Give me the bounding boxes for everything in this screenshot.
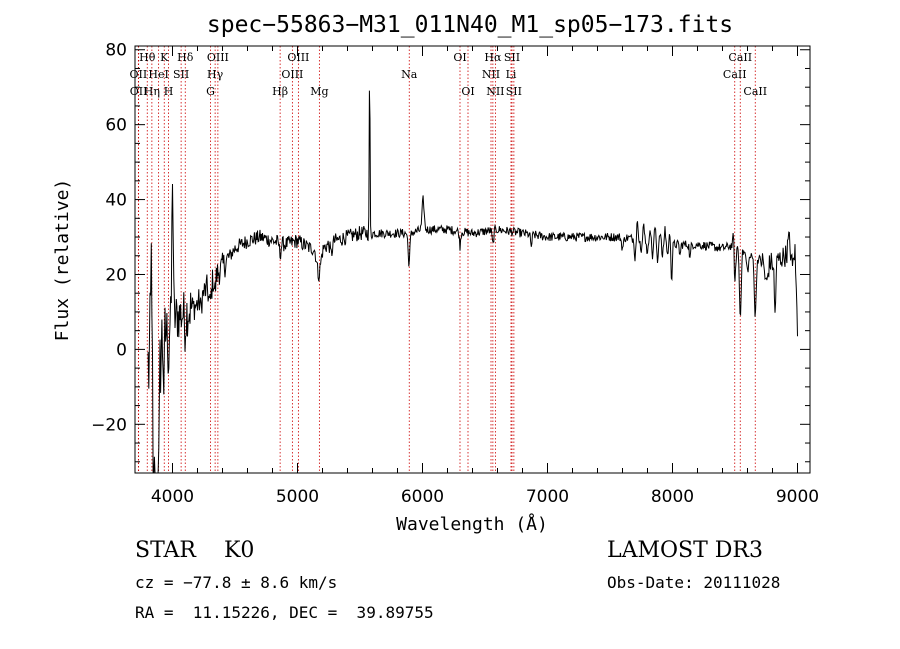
x-tick-labels: 4000 5000 6000 7000 8000 9000 [151, 487, 819, 507]
line-label: OII [130, 85, 148, 98]
line-label: Hη [144, 85, 160, 98]
line-label: Hδ [177, 51, 194, 64]
y-tick-label: 20 [105, 265, 127, 285]
x-tick-label: 6000 [401, 487, 444, 507]
line-markers [137, 46, 756, 473]
y-tick-labels: −20 0 20 40 60 80 [91, 41, 127, 436]
line-label: H [164, 85, 174, 98]
line-label: Hθ [139, 51, 156, 64]
chart-title: spec−55863−M31_011N40_M1_sp05−173.fits [207, 12, 733, 38]
line-label: OIII [207, 51, 229, 64]
redshift-text: cz = −77.8 ± 8.6 km/s [135, 573, 338, 592]
plot-frame [134, 45, 811, 474]
y-tick-label: 80 [105, 41, 127, 61]
coordinates-text: RA = 11.15226, DEC = 39.89755 [135, 603, 434, 622]
spectrum-line [147, 90, 798, 474]
line-label: NII [482, 68, 500, 81]
line-label: G [206, 85, 215, 98]
line-label: Na [401, 68, 418, 81]
line-label: SII [173, 68, 189, 81]
line-label: NII [486, 85, 504, 98]
x-tick-label: 7000 [526, 487, 569, 507]
line-label: Hγ [207, 68, 224, 81]
line-label: Mg [310, 85, 328, 98]
survey-text: LAMOST DR3 [607, 538, 763, 563]
x-tick-label: 9000 [776, 487, 819, 507]
y-axis-label: Flux (relative) [52, 179, 73, 342]
axis-ticks [135, 46, 810, 473]
line-label: OIII [281, 68, 303, 81]
classification-text: STAR K0 [135, 538, 255, 563]
line-label: OII [130, 68, 148, 81]
line-label: Hβ [272, 85, 288, 98]
line-label: OIII [287, 51, 309, 64]
y-tick-label: 40 [105, 191, 127, 211]
line-label: K [160, 51, 169, 64]
line-label: SII [506, 85, 522, 98]
x-axis-label: Wavelength (Å) [396, 513, 548, 535]
y-tick-label: −20 [91, 415, 127, 435]
line-label: CaII [728, 51, 752, 64]
obs-date-text: Obs-Date: 20111028 [607, 573, 781, 592]
line-label: OI [453, 51, 466, 64]
line-label: Li [506, 68, 517, 81]
line-label: OI [461, 85, 474, 98]
line-labels: HθOIIOIIHηHeIKHSIIHδGHγOIIIHβOIIIOIIIMgN… [130, 51, 768, 98]
x-tick-label: 5000 [276, 487, 319, 507]
x-tick-label: 8000 [651, 487, 694, 507]
line-label: Hα [484, 51, 502, 64]
line-label: CaII [723, 68, 747, 81]
line-label: SII [504, 51, 520, 64]
line-label: HeI [148, 68, 168, 81]
line-label: CaII [743, 85, 767, 98]
x-tick-label: 4000 [151, 487, 194, 507]
y-tick-label: 0 [116, 340, 127, 360]
y-tick-label: 60 [105, 116, 127, 136]
